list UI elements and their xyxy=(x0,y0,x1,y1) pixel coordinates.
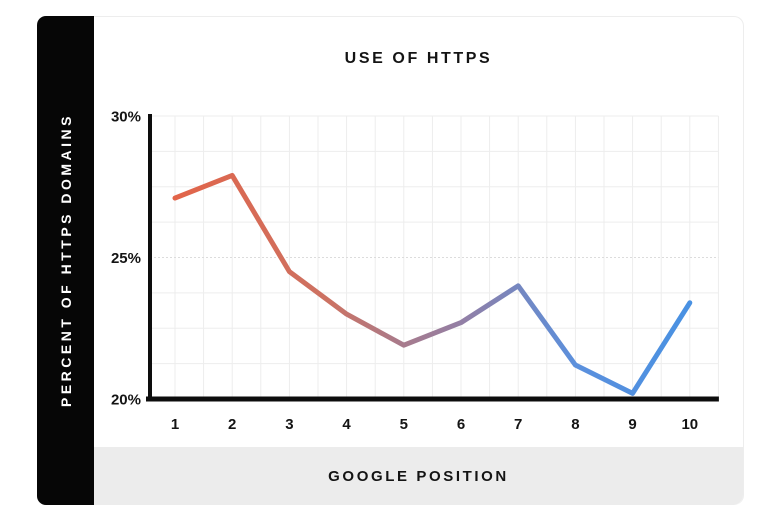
x-tick-label: 7 xyxy=(514,416,522,433)
x-tick-label: 10 xyxy=(681,416,698,433)
x-axis-title: GOOGLE POSITION xyxy=(328,467,509,485)
x-tick-label: 6 xyxy=(457,416,465,433)
y-tick-label: 30% xyxy=(111,109,141,126)
x-tick-label: 9 xyxy=(628,416,636,433)
x-tick-label: 5 xyxy=(400,416,408,433)
y-axis-title: PERCENT OF HTTPS DOMAINS xyxy=(57,113,74,408)
x-tick-label: 4 xyxy=(342,416,351,433)
y-tick-label: 25% xyxy=(111,250,141,267)
y-tick-label: 20% xyxy=(111,392,141,409)
line-chart: 20% 25% 30% 1 2 3 4 5 6 7 8 9 10 xyxy=(111,109,719,433)
x-tick-label: 8 xyxy=(571,416,579,433)
x-axis-title-bar: GOOGLE POSITION xyxy=(94,447,743,505)
x-tick-label: 3 xyxy=(285,416,293,433)
chart-card: PERCENT OF HTTPS DOMAINS USE OF HTTPS 20… xyxy=(37,16,744,505)
chart-panel: USE OF HTTPS 20% 25% 30% 1 2 3 4 5 6 7 8 9 10 GOOGLE… xyxy=(94,16,744,505)
x-tick-label: 1 xyxy=(171,416,179,433)
y-axis-title-bar: PERCENT OF HTTPS DOMAINS xyxy=(37,16,94,505)
x-tick-label: 2 xyxy=(228,416,236,433)
chart-title: USE OF HTTPS xyxy=(344,50,493,67)
https-usage-line xyxy=(172,172,693,396)
